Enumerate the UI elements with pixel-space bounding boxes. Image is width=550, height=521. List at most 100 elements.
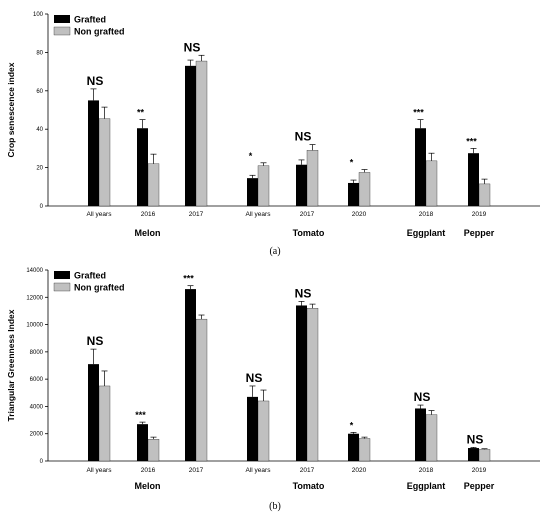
- x-tick-label: 2017: [300, 467, 315, 474]
- bar-grafted: [88, 100, 99, 206]
- significance-label: ***: [413, 108, 424, 118]
- y-tick-label: 6000: [30, 377, 44, 383]
- bar-non-grafted: [306, 150, 319, 207]
- crop-label: Melon: [135, 228, 161, 238]
- bar-grafted: [137, 424, 148, 461]
- significance-label: NS: [467, 432, 484, 446]
- y-tick-label: 12000: [26, 295, 43, 301]
- x-tick-label: 2019: [472, 211, 487, 218]
- chart-greenness: 0 2000 4000 6000 8000 10000 12000 14000 Triangul…: [6, 268, 540, 512]
- crop-label: Eggplant: [407, 228, 446, 238]
- crop-label: Melon: [135, 481, 161, 491]
- bar-non-grafted: [358, 172, 371, 207]
- x-tick-label: All years: [246, 211, 272, 218]
- bar-grafted: [348, 433, 359, 461]
- legend: Grafted Non grafted: [53, 271, 125, 293]
- x-tick-label: 2019: [472, 467, 487, 474]
- bar-grafted: [415, 408, 426, 461]
- crop-label: Tomato: [293, 228, 325, 238]
- bar-grafted: [468, 153, 479, 206]
- bar-non-grafted: [257, 165, 270, 207]
- significance-label: ***: [183, 274, 194, 284]
- x-tick-label: 2018: [419, 467, 434, 474]
- significance-label: NS: [295, 130, 312, 144]
- bar-non-grafted: [425, 414, 438, 462]
- legend-label: Non grafted: [74, 27, 125, 37]
- significance-label: NS: [246, 371, 263, 385]
- bar-grafted: [348, 182, 359, 206]
- legend-swatch-grafted: [54, 15, 70, 23]
- crop-label: Pepper: [464, 228, 495, 238]
- significance-label: NS: [184, 40, 201, 54]
- bar-non-grafted: [147, 439, 160, 462]
- bar-grafted: [296, 305, 307, 461]
- bar-grafted: [468, 448, 479, 461]
- x-tick-label: 2017: [300, 211, 315, 218]
- bar-grafted: [415, 128, 426, 206]
- x-tick-label: All years: [87, 467, 113, 474]
- chart-senescence: 0 20 40 60 80 100 Crop senescence index NS All y…: [6, 12, 540, 257]
- significance-label: *: [249, 151, 253, 161]
- x-tick-label: All years: [87, 211, 113, 218]
- y-tick-label: 80: [36, 50, 43, 56]
- legend-label: Non grafted: [74, 283, 125, 293]
- legend: Grafted Non grafted: [53, 15, 125, 37]
- significance-label: ***: [135, 410, 146, 420]
- bar-grafted: [247, 396, 258, 461]
- bar-non-grafted: [257, 400, 270, 462]
- y-tick-label: 2000: [30, 432, 44, 438]
- significance-label: ***: [466, 136, 477, 146]
- bar-non-grafted: [478, 183, 491, 207]
- y-tick-label: 4000: [30, 404, 44, 410]
- y-tick-label: 0: [40, 204, 44, 210]
- bar-non-grafted: [478, 449, 491, 462]
- x-tick-label: 2016: [141, 467, 156, 474]
- y-tick-label: 8000: [30, 350, 44, 356]
- y-tick-label: 10000: [26, 323, 43, 329]
- bar-non-grafted: [195, 318, 208, 462]
- bar-non-grafted: [98, 385, 111, 462]
- x-tick-label: All years: [246, 467, 272, 474]
- x-tick-label: 2016: [141, 211, 156, 218]
- y-tick-label: 0: [40, 459, 44, 465]
- x-tick-label: 2017: [189, 211, 204, 218]
- bar-grafted: [137, 128, 148, 206]
- x-tick-label: 2018: [419, 211, 434, 218]
- significance-label: *: [350, 158, 354, 168]
- bar-non-grafted: [98, 118, 111, 207]
- crop-label: Pepper: [464, 481, 495, 491]
- significance-label: NS: [414, 390, 431, 404]
- bar-non-grafted: [147, 163, 160, 207]
- y-tick-label: 20: [36, 166, 43, 172]
- bar-non-grafted: [306, 308, 319, 462]
- crop-label: Eggplant: [407, 481, 446, 491]
- bar-grafted: [247, 178, 258, 206]
- y-tick-label: 40: [36, 127, 43, 133]
- panel-label: (b): [269, 501, 281, 512]
- bar-non-grafted: [195, 60, 208, 207]
- panel-label: (a): [269, 246, 280, 257]
- significance-label: NS: [87, 334, 104, 348]
- y-tick-label: 100: [33, 12, 44, 18]
- legend-swatch-non-grafted: [53, 282, 71, 292]
- y-tick-label: 60: [36, 89, 43, 95]
- bar-grafted: [296, 164, 307, 206]
- legend-label: Grafted: [74, 15, 106, 25]
- significance-label: NS: [87, 74, 104, 88]
- significance-label: **: [137, 108, 145, 118]
- x-tick-label: 2017: [189, 467, 204, 474]
- bar-non-grafted: [358, 438, 371, 462]
- legend-label: Grafted: [74, 271, 106, 281]
- significance-label: *: [350, 420, 354, 430]
- bar-grafted: [88, 364, 99, 461]
- y-axis-label: Crop senescence index: [6, 62, 16, 157]
- significance-label: NS: [295, 286, 312, 300]
- x-tick-label: 2020: [352, 211, 367, 218]
- x-tick-label: 2020: [352, 467, 367, 474]
- legend-swatch-grafted: [54, 271, 70, 279]
- y-tick-label: 14000: [26, 268, 43, 274]
- bar-grafted: [185, 289, 196, 461]
- crop-label: Tomato: [293, 481, 325, 491]
- bar-non-grafted: [425, 160, 438, 207]
